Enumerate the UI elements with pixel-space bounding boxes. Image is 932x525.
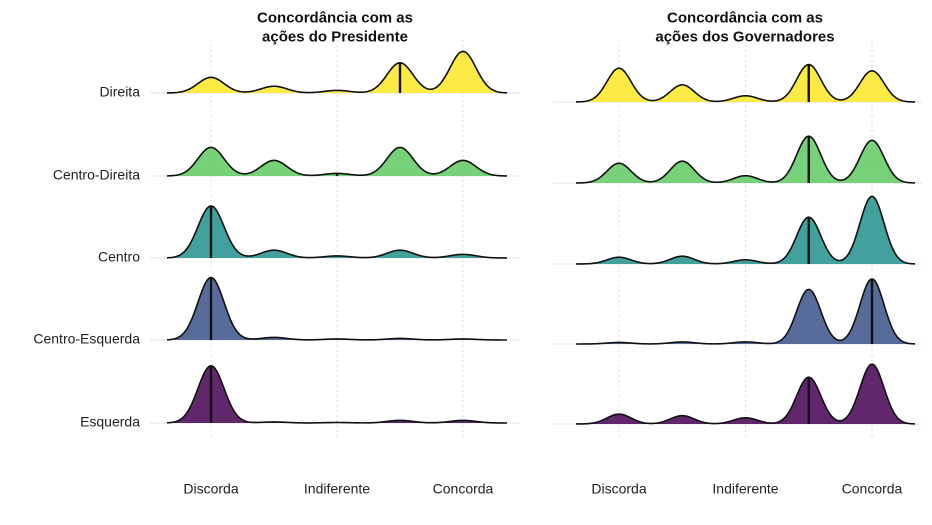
- ridge-outline: [576, 278, 916, 345]
- chart-title-line: ações dos Governadores: [655, 28, 834, 45]
- ridge-outline: [166, 276, 507, 341]
- y-tick-label: Esquerda: [80, 414, 140, 430]
- panel-presidente: Concordância com as ações do Presidente Di…: [33, 9, 520, 497]
- ridge-outline: [576, 195, 916, 265]
- ridge-outline: [166, 205, 508, 259]
- ridge-area: [167, 51, 507, 93]
- ridge-area: [576, 196, 915, 264]
- x-tick-label: Concorda: [842, 481, 903, 497]
- ridge-outline: [575, 135, 916, 184]
- y-tick-label: Centro-Direita: [53, 167, 140, 183]
- ridge-area: [167, 147, 507, 176]
- ridge-area: [576, 136, 915, 183]
- chart-title-line: Concordância com as: [667, 9, 823, 26]
- ridge-area: [167, 206, 507, 258]
- ridge-outline: [166, 50, 508, 94]
- x-tick-label: Discorda: [591, 481, 646, 497]
- ridge-outline: [166, 364, 507, 424]
- ridge-area: [576, 364, 915, 424]
- chart-title-line: ações do Presidente: [262, 28, 408, 45]
- x-tick-label: Discorda: [183, 481, 238, 497]
- ridge-outline: [575, 63, 916, 103]
- ridge-outline: [576, 363, 916, 425]
- ridge-area: [167, 365, 507, 423]
- ridge-area: [576, 64, 915, 102]
- ridge-area: [167, 277, 507, 340]
- y-tick-label: Centro-Esquerda: [33, 331, 140, 347]
- x-tick-label: Indiferente: [304, 481, 370, 497]
- ridge-area: [576, 279, 915, 344]
- y-tick-label: Centro: [98, 249, 140, 265]
- chart-title-line: Concordância com as: [257, 9, 413, 26]
- y-tick-label: Direita: [100, 84, 141, 100]
- x-tick-label: Concorda: [433, 481, 494, 497]
- x-tick-label: Indiferente: [712, 481, 778, 497]
- panel-governadores: Concordância com as ações dos Governadore…: [553, 9, 922, 497]
